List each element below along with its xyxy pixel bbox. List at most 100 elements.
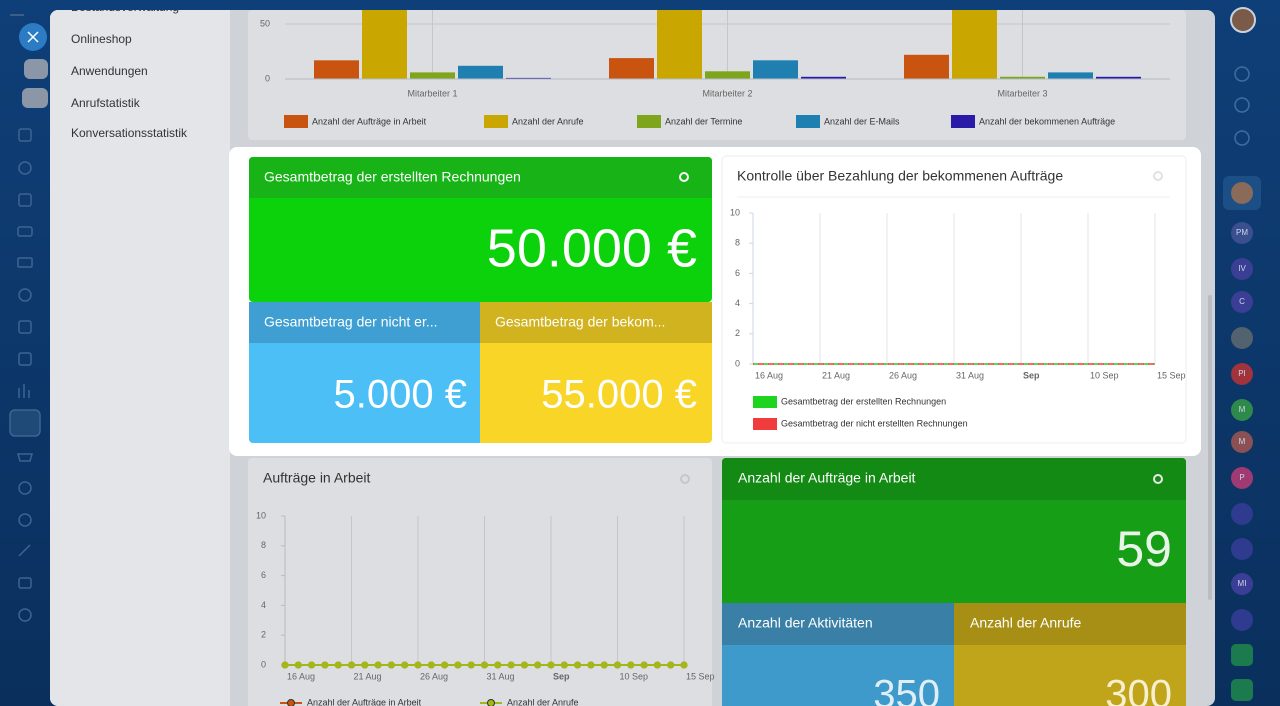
legend-label[interactable]: Gesamtbetrag der erstellten Rechnungen — [781, 396, 946, 406]
nav-icon[interactable] — [18, 161, 32, 175]
nav-icon[interactable] — [17, 226, 33, 237]
legend-marker[interactable] — [487, 699, 495, 706]
chat-avatar[interactable] — [1231, 327, 1253, 349]
widget-value: 50.000 € — [487, 218, 697, 278]
y-tick-label: 0 — [261, 659, 266, 669]
menu-item[interactable]: Onlineshop — [71, 32, 132, 46]
y-tick-label: 50 — [260, 18, 270, 28]
lock-icon[interactable] — [1231, 679, 1253, 701]
nav-icon[interactable] — [18, 128, 32, 142]
bar — [410, 72, 455, 79]
nav-icon[interactable] — [17, 453, 33, 462]
chat-avatar[interactable] — [1231, 258, 1253, 280]
sidebar-menu: Bestandsverwaltung Onlineshop Anwendungen A… — [71, 0, 188, 140]
legend-swatch[interactable] — [284, 115, 308, 128]
legend-swatch[interactable] — [753, 418, 777, 430]
legend-label[interactable]: Anzahl der Anrufe — [507, 697, 579, 706]
link-button[interactable] — [24, 59, 48, 79]
legend-label[interactable]: Anzahl der Aufträge in Arbeit — [312, 116, 427, 126]
chat-avatar[interactable] — [1231, 573, 1253, 595]
point — [680, 661, 688, 669]
tile-title: Anzahl der Aktivitäten — [738, 615, 873, 631]
chat-avatar[interactable] — [1231, 503, 1253, 525]
nav-icon[interactable] — [18, 544, 31, 557]
chat-avatar[interactable] — [1231, 182, 1253, 204]
chat-avatar[interactable] — [1231, 363, 1253, 385]
widget-value: 59 — [1116, 521, 1172, 577]
chat-avatar[interactable] — [1231, 467, 1253, 489]
menu-item[interactable]: Bestandsverwaltung — [71, 0, 179, 14]
y-tick-label: 0 — [265, 73, 270, 83]
nav-icon[interactable] — [18, 352, 32, 366]
nav-icon[interactable] — [18, 288, 32, 302]
bar — [657, 10, 702, 79]
avatar-initials: PI — [1238, 369, 1246, 378]
nav-icon[interactable] — [18, 193, 32, 207]
legend-swatch[interactable] — [753, 396, 777, 408]
settings-icon[interactable] — [1153, 474, 1163, 484]
widget-header — [249, 157, 712, 198]
nav-icon-active[interactable] — [9, 409, 41, 437]
number-widget: Anzahl der Aufträge in Arbeit 59 Anzahl … — [722, 458, 1186, 706]
legend-swatch[interactable] — [796, 115, 820, 128]
chat-avatar[interactable] — [1231, 538, 1253, 560]
legend-label[interactable]: Anzahl der bekommenen Aufträge — [979, 116, 1115, 126]
nav-icon[interactable] — [17, 257, 33, 268]
nav-icon[interactable] — [18, 481, 32, 495]
link-button[interactable] — [22, 88, 48, 108]
settings-icon[interactable] — [679, 172, 689, 182]
bar — [705, 71, 750, 79]
legend-label[interactable]: Anzahl der Aufträge in Arbeit — [307, 697, 422, 706]
chat-avatar[interactable] — [1231, 431, 1253, 453]
chat-avatar[interactable] — [1231, 609, 1253, 631]
legend-label[interactable]: Gesamtbetrag der nicht erstellten Rechnu… — [781, 418, 968, 428]
legend-swatch[interactable] — [637, 115, 661, 128]
bar — [1096, 76, 1141, 79]
point — [587, 661, 595, 669]
user-avatar[interactable] — [1230, 7, 1256, 33]
menu-icon[interactable] — [10, 14, 24, 16]
tasks-icon[interactable] — [1231, 644, 1253, 666]
point — [401, 661, 409, 669]
nav-icon[interactable] — [18, 320, 32, 334]
point — [481, 661, 488, 669]
bar — [609, 58, 654, 79]
avatar-initials: MI — [1238, 579, 1247, 588]
legend-label[interactable]: Anzahl der Anrufe — [512, 116, 584, 126]
menu-item[interactable]: Anwendungen — [71, 64, 148, 78]
point — [653, 661, 661, 669]
nav-icon[interactable] — [18, 384, 30, 398]
scrollbar[interactable] — [1208, 295, 1212, 600]
legend-swatch[interactable] — [484, 115, 508, 128]
chat-avatar[interactable] — [1231, 291, 1253, 313]
nav-icon[interactable] — [18, 608, 32, 622]
legend-label[interactable]: Anzahl der Termine — [665, 116, 742, 126]
legend-swatch[interactable] — [951, 115, 975, 128]
bar — [458, 65, 503, 79]
chart-title: Kontrolle über Bezahlung der bekommenen … — [737, 168, 1063, 184]
settings-icon[interactable] — [680, 474, 690, 484]
menu-item[interactable]: Anrufstatistik — [71, 96, 141, 110]
legend-marker[interactable] — [287, 699, 295, 706]
tile-title: Gesamtbetrag der bekom... — [495, 314, 665, 330]
chat-avatar[interactable] — [1231, 399, 1253, 421]
avatar-initials: M — [1239, 437, 1246, 446]
tile-value: 350 — [873, 673, 940, 706]
notification-icon[interactable] — [1234, 66, 1250, 82]
nav-icon[interactable] — [18, 513, 32, 527]
point — [374, 661, 382, 669]
activity-icon[interactable] — [1234, 97, 1250, 113]
y-tick-label: 4 — [735, 298, 740, 308]
bar — [904, 54, 949, 79]
point — [627, 661, 635, 669]
settings-icon[interactable] — [1153, 171, 1163, 181]
point — [348, 661, 355, 669]
chart-card — [248, 458, 712, 706]
bar — [506, 77, 551, 79]
search-icon[interactable] — [1234, 130, 1250, 146]
nav-icon[interactable] — [18, 577, 32, 589]
legend-label[interactable]: Anzahl der E-Mails — [824, 116, 900, 126]
menu-item[interactable]: Konversationsstatistik — [71, 126, 188, 140]
x-tick-label: Sep — [553, 671, 570, 681]
chat-avatar[interactable] — [1231, 222, 1253, 244]
